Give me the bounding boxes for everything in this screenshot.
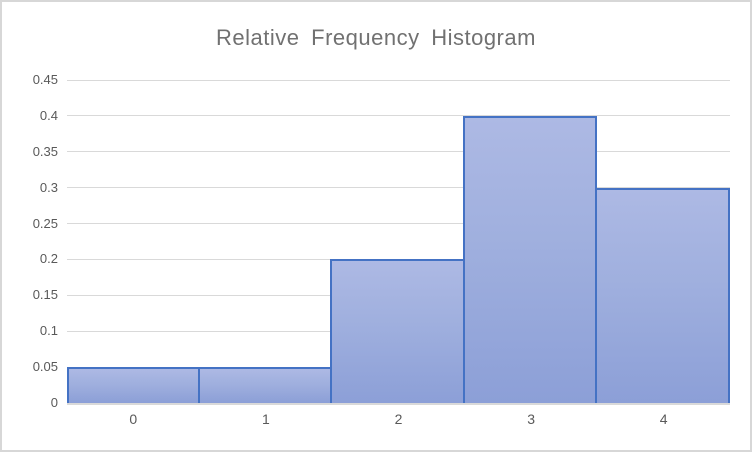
y-tick-label: 0.3: [39, 179, 58, 195]
gridline: [67, 79, 730, 81]
gridline: [67, 151, 730, 153]
y-tick-label: 0.1: [39, 323, 58, 339]
y-tick-label: 0.35: [32, 143, 58, 159]
y-tick-label: 0.15: [32, 287, 58, 303]
x-tick-label: 4: [659, 411, 668, 427]
x-tick-label: 2: [394, 411, 403, 427]
gridline: [67, 187, 730, 189]
x-tick-label: 0: [129, 411, 138, 427]
y-tick-label: 0.25: [32, 215, 58, 231]
histogram-bar-0[interactable]: [67, 367, 200, 403]
chart-title[interactable]: Relative Frequency Histogram: [216, 25, 536, 50]
x-tick-label: 3: [527, 411, 535, 427]
histogram-bar-2[interactable]: [330, 259, 465, 403]
histogram-bar-1[interactable]: [197, 367, 333, 403]
gridline: [67, 223, 730, 225]
histogram-bar-4[interactable]: [595, 187, 730, 403]
y-tick-label: 0.2: [39, 251, 58, 267]
histogram-bar-3[interactable]: [462, 115, 598, 403]
y-tick-label: 0: [50, 395, 58, 410]
y-tick-label: 0.4: [39, 107, 58, 123]
gridline: [67, 115, 730, 117]
x-axis-line: [67, 403, 730, 405]
x-tick-label: 1: [261, 411, 270, 427]
gridline: [67, 258, 730, 260]
y-tick-label: 0.45: [32, 72, 58, 87]
y-tick-label: 0.05: [32, 359, 58, 375]
plot-area: [67, 79, 730, 405]
